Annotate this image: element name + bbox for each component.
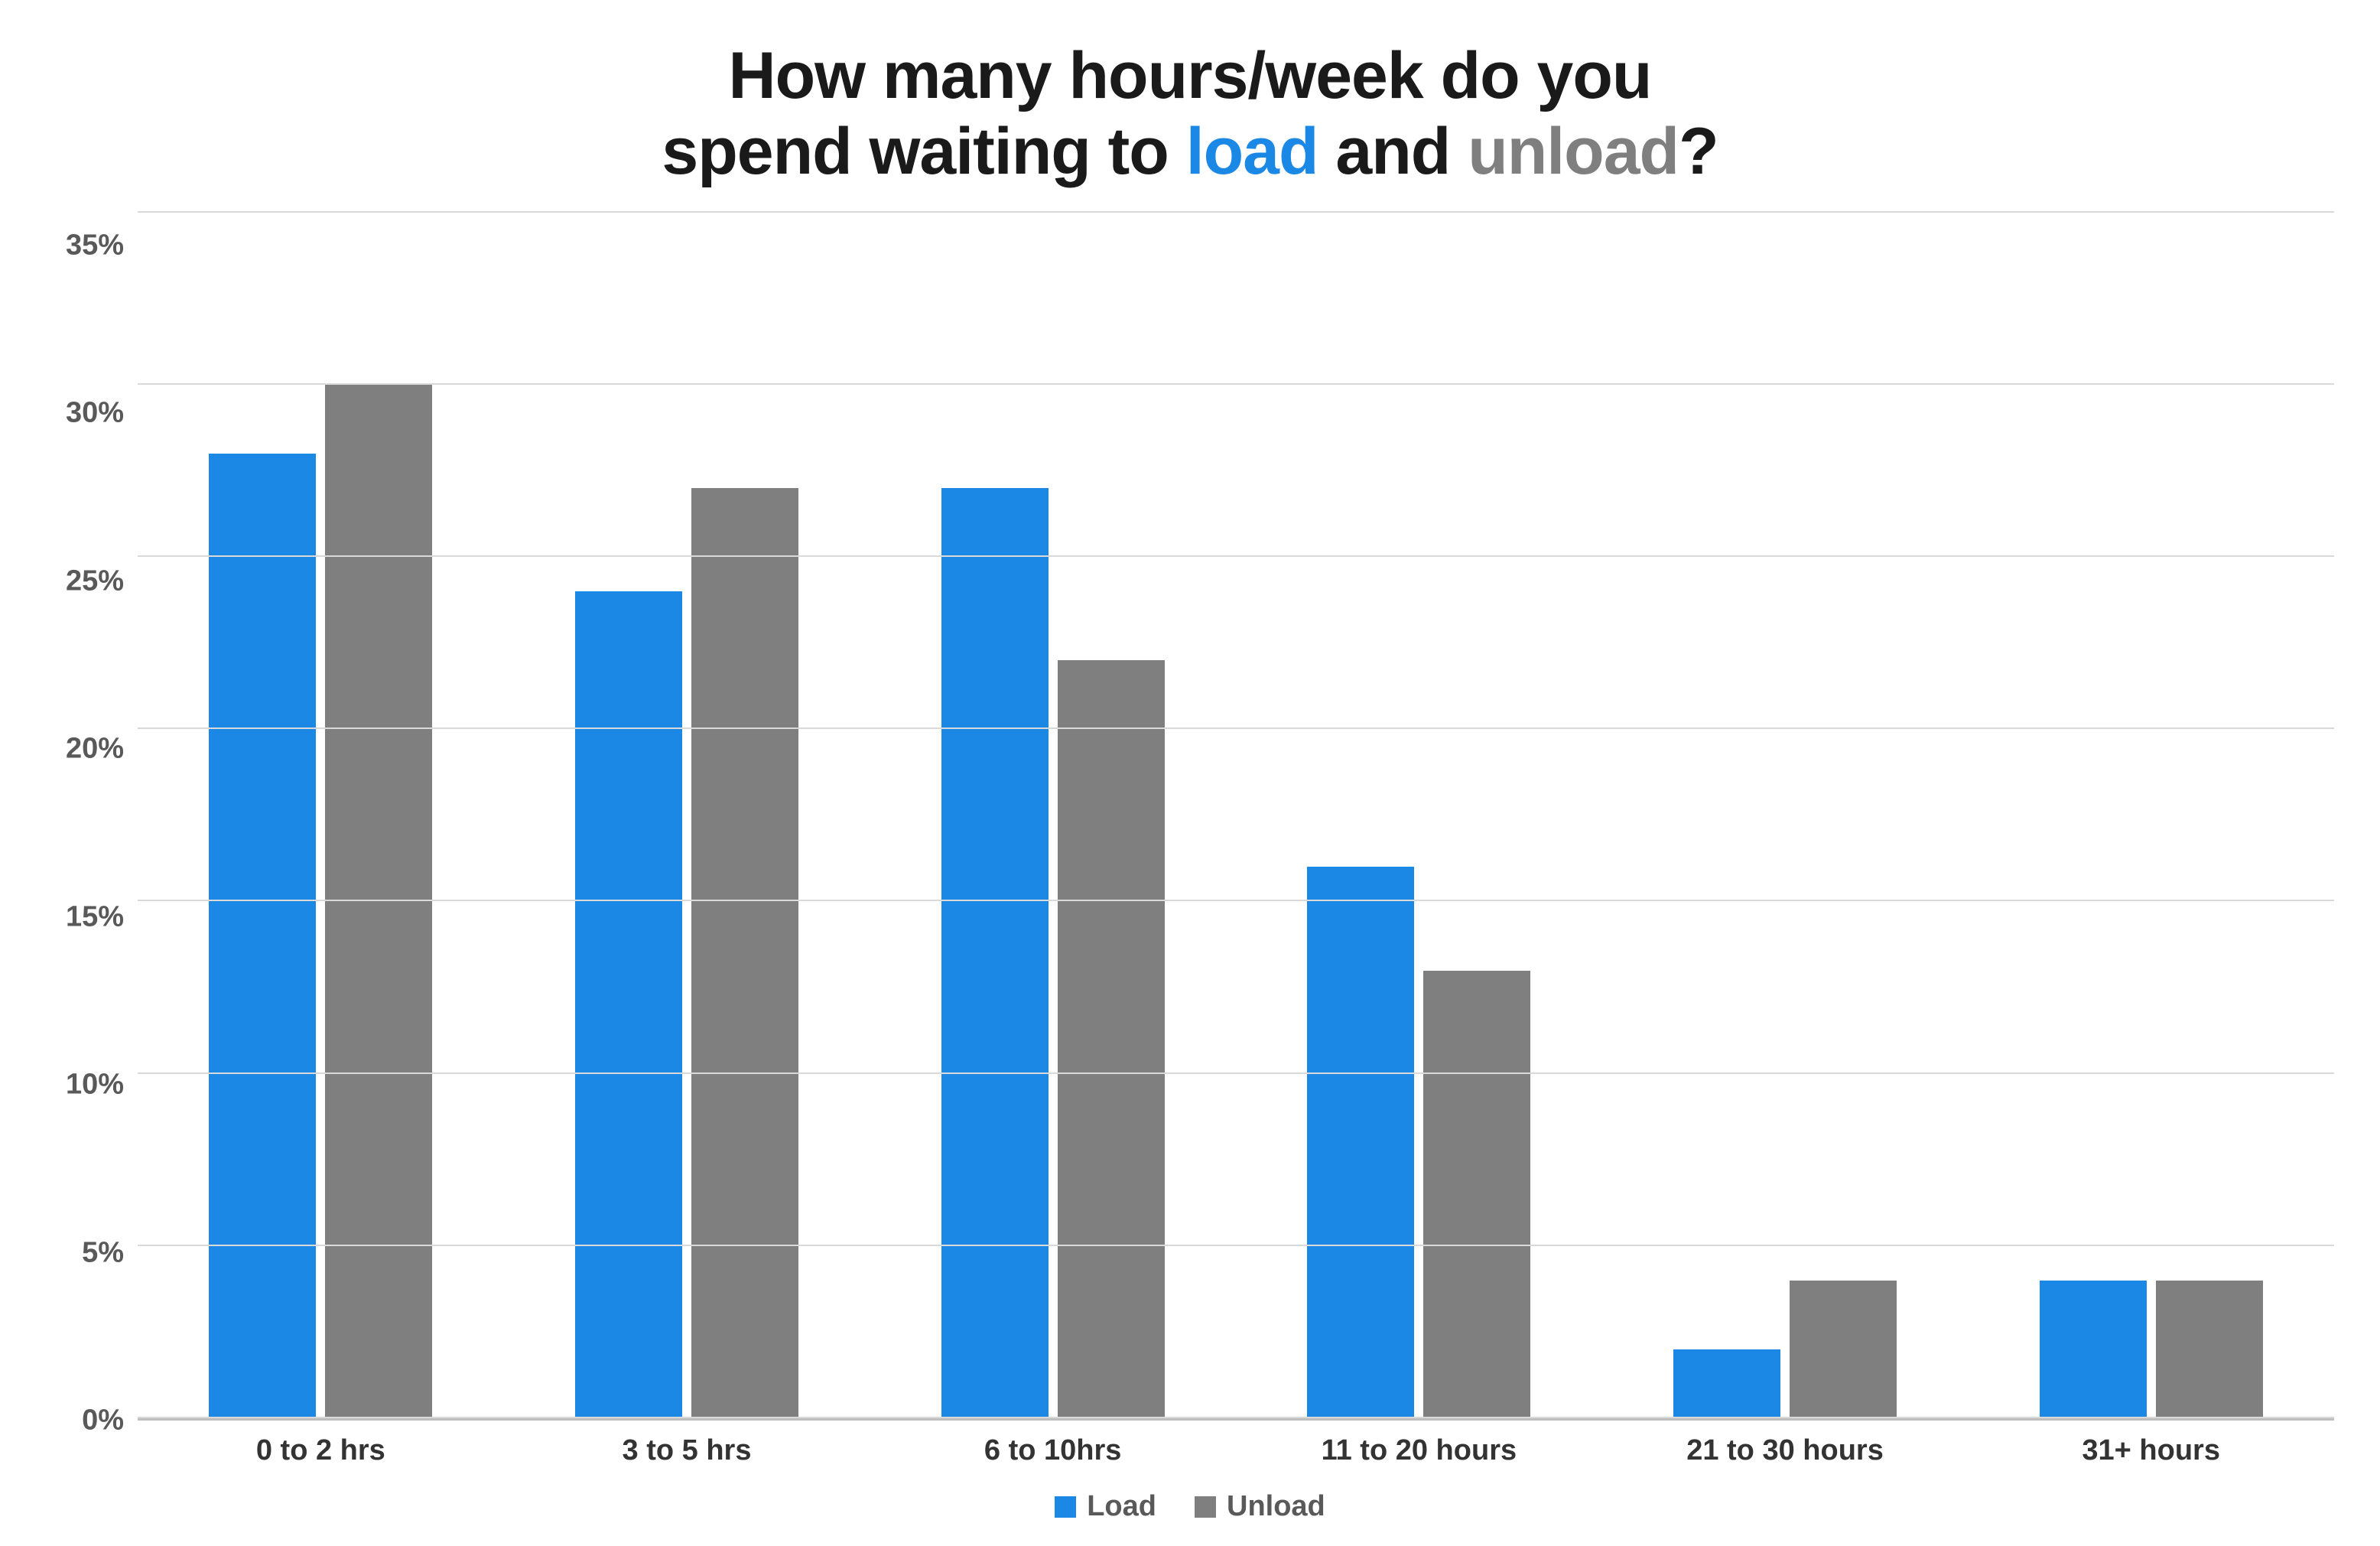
y-tick-label: 35% <box>66 229 124 262</box>
x-tick-label: 0 to 2 hrs <box>138 1434 504 1467</box>
y-tick-label: 30% <box>66 397 124 430</box>
title-word-load: load <box>1186 115 1318 188</box>
bar-group <box>1968 213 2334 1418</box>
title-line2b: and <box>1318 115 1468 188</box>
plot-area <box>138 213 2334 1421</box>
bar-group <box>870 213 1236 1418</box>
grid-line <box>138 383 2334 385</box>
bar-unload <box>1058 660 1165 1418</box>
y-axis: 0%5%10%15%20%25%30%35% <box>46 213 138 1421</box>
bar-load <box>1307 867 1414 1418</box>
legend-item-load: Load <box>1055 1490 1156 1523</box>
y-tick-label: 15% <box>66 900 124 933</box>
bar-group <box>504 213 870 1418</box>
chart-title: How many hours/week do you spend waiting… <box>46 38 2334 190</box>
bar-load <box>1673 1349 1780 1418</box>
x-tick-label: 31+ hours <box>1968 1434 2334 1467</box>
title-word-unload: unload <box>1468 115 1679 188</box>
bar-unload <box>2156 1281 2263 1418</box>
legend-swatch <box>1195 1496 1216 1518</box>
y-tick-label: 0% <box>82 1404 124 1437</box>
bar-load <box>575 591 682 1418</box>
grid-line <box>138 900 2334 901</box>
legend-label: Unload <box>1227 1490 1325 1523</box>
bar-unload <box>691 488 798 1418</box>
bar-chart: How many hours/week do you spend waiting… <box>0 0 2380 1546</box>
bar-group <box>1236 213 1602 1418</box>
x-axis-spacer <box>46 1434 138 1467</box>
grid-line <box>138 727 2334 729</box>
plot-row: 0%5%10%15%20%25%30%35% <box>46 213 2334 1421</box>
x-tick-label: 21 to 30 hours <box>1602 1434 1969 1467</box>
bar-unload <box>1790 1281 1897 1418</box>
grid-line <box>138 555 2334 557</box>
bar-load <box>2040 1281 2147 1418</box>
x-tick-label: 6 to 10hrs <box>870 1434 1236 1467</box>
bar-unload <box>325 385 432 1418</box>
bar-group <box>1602 213 1969 1418</box>
x-axis: 0 to 2 hrs3 to 5 hrs6 to 10hrs11 to 20 h… <box>46 1434 2334 1467</box>
bar-load <box>209 454 316 1418</box>
y-tick-label: 5% <box>82 1236 124 1269</box>
x-tick-label: 11 to 20 hours <box>1236 1434 1602 1467</box>
x-axis-labels: 0 to 2 hrs3 to 5 hrs6 to 10hrs11 to 20 h… <box>138 1434 2334 1467</box>
grid-line <box>138 1072 2334 1074</box>
bar-unload <box>1423 971 1530 1418</box>
grid-line <box>138 211 2334 213</box>
title-line2a: spend waiting to <box>662 115 1185 188</box>
bar-load <box>941 488 1049 1418</box>
y-tick-label: 25% <box>66 565 124 597</box>
bar-groups <box>138 213 2334 1418</box>
grid-line <box>138 1245 2334 1246</box>
legend-swatch <box>1055 1496 1076 1518</box>
grid-line <box>138 1417 2334 1418</box>
legend: Load Unload <box>46 1490 2334 1523</box>
y-tick-label: 10% <box>66 1069 124 1102</box>
title-line2c: ? <box>1679 115 1718 188</box>
legend-label: Load <box>1087 1490 1156 1523</box>
title-line1: How many hours/week do you <box>729 39 1652 112</box>
bar-group <box>138 213 504 1418</box>
legend-item-unload: Unload <box>1195 1490 1325 1523</box>
y-tick-label: 20% <box>66 733 124 766</box>
x-tick-label: 3 to 5 hrs <box>504 1434 870 1467</box>
